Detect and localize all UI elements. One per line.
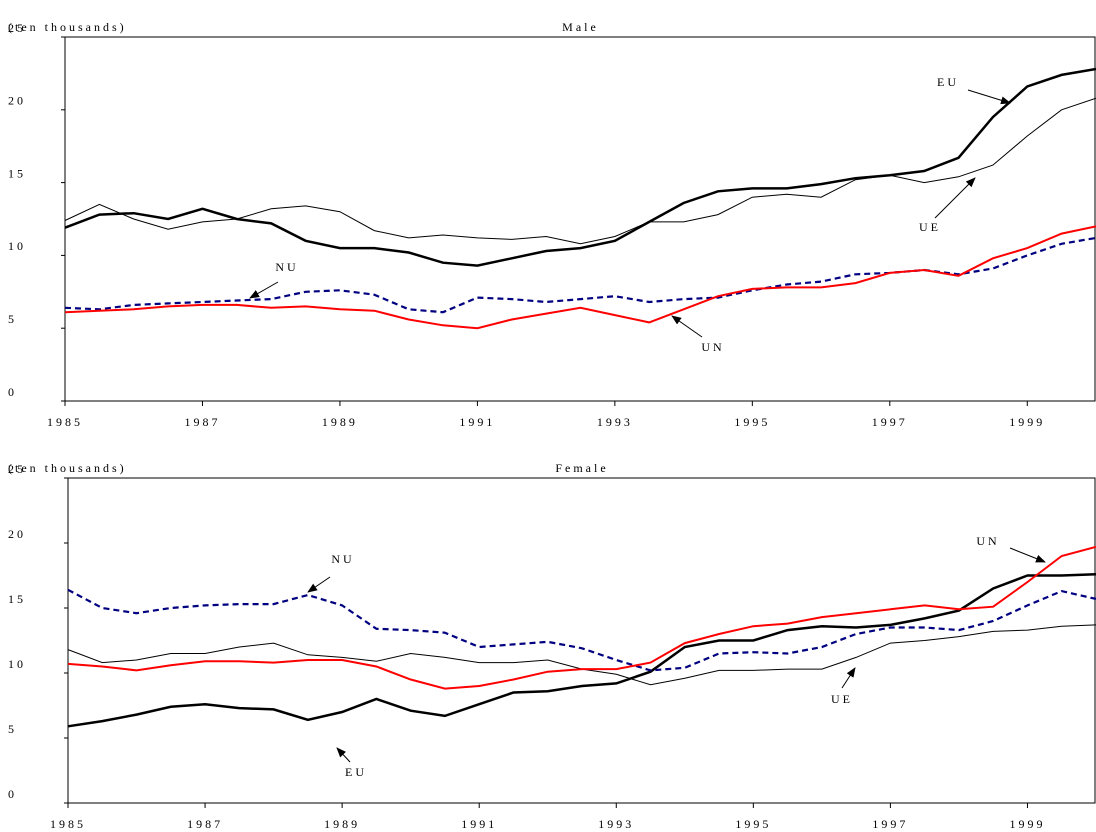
series-annotation: UN (701, 340, 724, 354)
y-tick-label: 20 (8, 94, 26, 108)
series-annotation: EU (937, 75, 959, 89)
series-line (67, 545, 1096, 690)
x-tick-label: 1991 (459, 415, 495, 429)
y-tick-label: 0 (8, 385, 17, 399)
x-tick-label: 1997 (872, 817, 908, 831)
x-tick-label: 1993 (597, 415, 633, 429)
series-line (67, 624, 1096, 686)
x-tick-label: 1997 (872, 415, 908, 429)
annotation-arrow (307, 576, 331, 593)
series-line (67, 572, 1096, 728)
series-line (67, 588, 1096, 672)
y-tick-label: 0 (8, 787, 17, 801)
x-tick-label: 1989 (324, 817, 360, 831)
y-tick-label: 25 (8, 21, 26, 35)
plot-frame (67, 477, 1096, 804)
series-annotation: UE (919, 220, 941, 234)
x-tick-label: 1989 (322, 415, 358, 429)
chart-title: Male (562, 20, 599, 34)
y-tick-label: 15 (8, 166, 26, 180)
y-tick-label: 15 (8, 592, 26, 606)
y-tick-label: 10 (8, 657, 26, 671)
x-tick-label: 1995 (735, 817, 771, 831)
y-tick-label: 25 (8, 462, 26, 476)
annotation-arrow (967, 89, 1011, 105)
x-tick-label: 1985 (50, 817, 86, 831)
series-line (64, 225, 1096, 330)
x-tick-label: 1999 (1009, 817, 1045, 831)
series-annotation: EU (345, 765, 367, 779)
annotation-arrow (249, 281, 279, 299)
plot-frame (64, 36, 1096, 402)
x-tick-label: 1991 (461, 817, 497, 831)
series-annotation: UN (976, 534, 999, 548)
annotation-arrow (671, 315, 703, 338)
annotation-arrow (841, 667, 856, 689)
series-line (64, 97, 1096, 245)
x-tick-label: 1987 (184, 415, 220, 429)
series-annotation: NU (275, 260, 298, 274)
series-annotation: UE (831, 692, 853, 706)
x-tick-label: 1999 (1009, 415, 1045, 429)
x-tick-label: 1987 (187, 817, 223, 831)
y-axis-label: (ten thousands) (8, 20, 127, 34)
annotation-arrow (1009, 547, 1046, 563)
x-tick-label: 1995 (734, 415, 770, 429)
y-tick-label: 20 (8, 527, 26, 541)
y-tick-label: 5 (8, 312, 17, 326)
y-axis-label: (ten thousands) (8, 461, 127, 475)
annotation-arrow (336, 747, 351, 763)
series-annotation: NU (331, 552, 354, 566)
y-tick-label: 10 (8, 239, 26, 253)
x-tick-label: 1985 (47, 415, 83, 429)
y-tick-label: 5 (8, 722, 17, 736)
series-line (64, 67, 1096, 267)
chart-title: Female (555, 461, 608, 475)
x-tick-label: 1993 (598, 817, 634, 831)
annotation-arrow (934, 177, 976, 219)
